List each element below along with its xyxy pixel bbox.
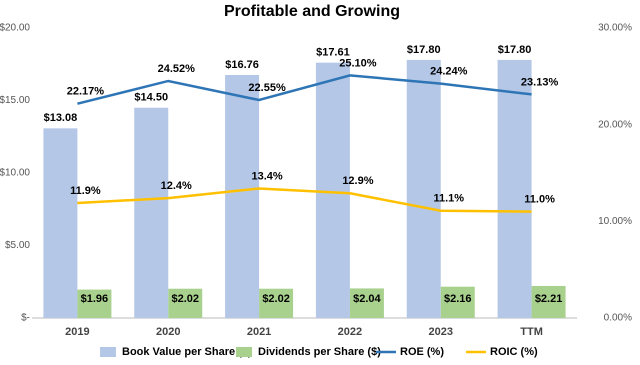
data-label: 11.1%: [433, 193, 464, 205]
data-label: $17.61: [316, 47, 350, 59]
data-label: $2.21: [535, 293, 563, 305]
bar: [43, 128, 78, 318]
data-label: 22.55%: [248, 82, 286, 94]
legend-label: ROIC (%): [490, 346, 538, 358]
data-label: $2.02: [171, 293, 199, 305]
bar: [497, 59, 532, 319]
x-tick-label: 2020: [156, 326, 180, 338]
legend-label: ROE (%): [400, 346, 444, 358]
bar: [440, 286, 475, 318]
y-tick-label: $5.00: [5, 240, 30, 251]
x-tick-label: 2019: [65, 326, 89, 338]
bar: [168, 288, 203, 318]
data-label: 24.52%: [158, 63, 196, 75]
y-tick-label: $15.00: [0, 95, 30, 106]
data-label: $1.96: [81, 293, 109, 305]
y2-tick-label: 30.00%: [598, 23, 632, 34]
data-label: $14.50: [134, 92, 168, 104]
y-tick-label: $10.00: [0, 168, 30, 179]
legend-label: Book Value per Share ($): [122, 346, 252, 358]
data-label: 11.9%: [70, 185, 101, 197]
data-label: $17.80: [498, 44, 532, 56]
legend-swatch: [100, 347, 116, 357]
bar: [349, 288, 384, 318]
line: [77, 74, 532, 105]
bar: [531, 285, 566, 318]
data-label: $2.16: [444, 293, 472, 305]
x-tick-label: TTM: [520, 326, 543, 338]
bar: [406, 59, 441, 319]
y2-tick-label: 10.00%: [598, 216, 632, 227]
y2-tick-label: 0.00%: [604, 313, 632, 324]
data-label: $2.02: [262, 293, 290, 305]
data-label: $13.08: [44, 112, 78, 124]
bar: [134, 107, 169, 318]
data-label: 13.4%: [251, 170, 282, 182]
x-tick-label: 2023: [429, 326, 453, 338]
y-tick-label: $-: [21, 313, 30, 324]
y-tick-label: $20.00: [0, 23, 30, 34]
data-label: 24.24%: [430, 66, 468, 78]
bar: [315, 62, 350, 318]
bar: [77, 289, 112, 318]
x-tick-label: 2021: [247, 326, 271, 338]
data-label: $17.80: [407, 44, 441, 56]
x-tick-label: 2022: [338, 326, 362, 338]
data-label: 12.9%: [342, 175, 373, 187]
data-label: 12.4%: [161, 180, 192, 192]
chart-title: Profitable and Growing: [224, 3, 400, 20]
data-label: 22.17%: [67, 86, 105, 98]
data-label: 25.10%: [339, 57, 377, 69]
legend-swatch: [236, 347, 252, 357]
data-label: 23.13%: [521, 76, 559, 88]
data-label: $2.04: [353, 293, 381, 305]
y2-tick-label: 20.00%: [598, 119, 632, 130]
legend-label: Dividends per Share ($): [258, 346, 381, 358]
data-label: $16.76: [225, 59, 259, 71]
bar: [259, 288, 294, 318]
data-label: 11.0%: [524, 194, 555, 206]
line: [77, 187, 532, 213]
bar: [225, 74, 260, 318]
